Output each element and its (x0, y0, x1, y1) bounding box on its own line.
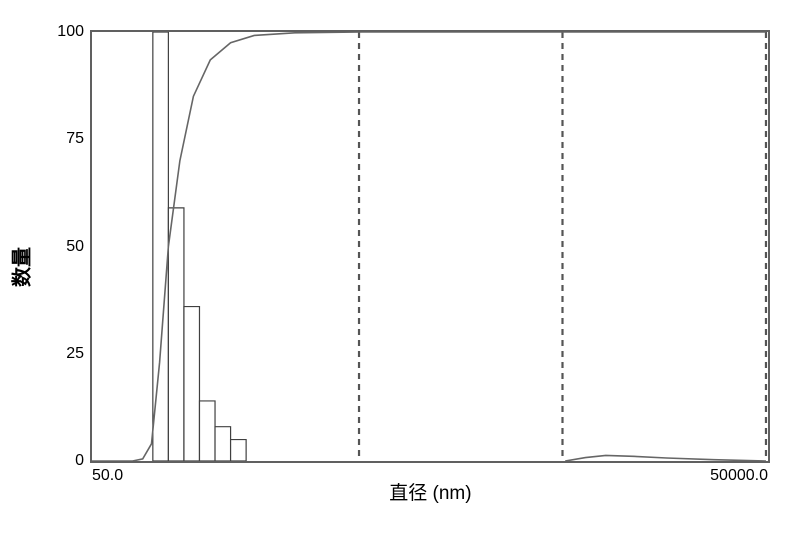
y-axis-label: 数量 (6, 247, 35, 287)
y-tick-label: 25 (66, 345, 84, 363)
y-tick-label: 50 (66, 238, 84, 256)
plot-svg (92, 32, 768, 461)
y-tick-label: 0 (75, 452, 84, 470)
x-axis-label: 直径 (nm) (389, 478, 471, 505)
plot-area: 0255075100 50.050000.0 (90, 30, 770, 463)
y-tick-label: 75 (66, 130, 84, 148)
x-tick-label-right: 50000.0 (710, 467, 768, 485)
y-tick-label: 100 (57, 23, 84, 41)
x-tick-label-left: 50.0 (92, 467, 123, 485)
particle-size-chart: 数量 0255075100 50.050000.0 直径 (nm) (20, 20, 780, 513)
